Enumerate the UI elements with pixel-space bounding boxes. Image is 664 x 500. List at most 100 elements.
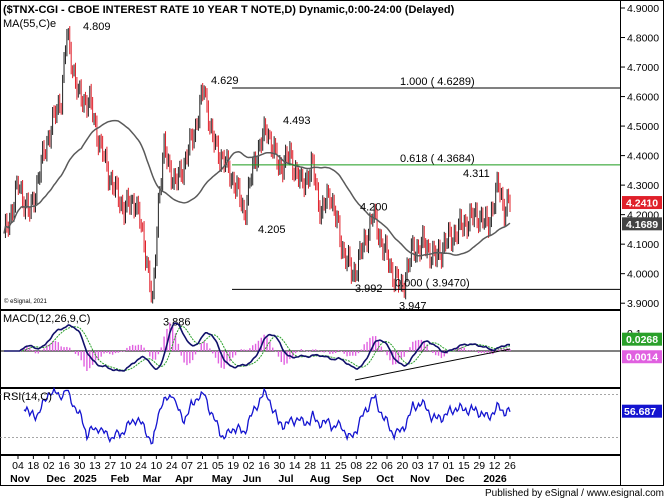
fib-000-label: 0.000 ( 3.9470): [395, 277, 470, 289]
x-axis-month-label: 2026: [483, 473, 507, 485]
axis-strip: [0, 455, 621, 486]
price-axis-label: 4.0000: [627, 269, 659, 281]
x-axis-month-label: Aug: [310, 473, 330, 485]
copyright: © eSignal, 2021: [4, 298, 47, 305]
x-axis-day-label: 29: [473, 460, 485, 472]
x-axis-day-label: 13: [89, 460, 101, 472]
pivot-label: 3.992: [355, 283, 383, 295]
x-axis-day-label: 08: [350, 460, 362, 472]
right-axis: [620, 0, 664, 486]
x-axis-day-label: 10: [120, 460, 132, 472]
pivot-label: 4.809: [83, 21, 111, 33]
chart-title: ($TNX-CGI - CBOE INTEREST RATE 10 YEAR T…: [3, 4, 455, 16]
price-axis-label: 4.8000: [627, 33, 659, 45]
price-axis-label: 4.1000: [627, 239, 659, 251]
x-axis-month-label: Jun: [243, 473, 262, 485]
price-bars: [4, 26, 511, 304]
price-axis-label: 4.4000: [627, 151, 659, 163]
x-axis-month-label: May: [212, 473, 233, 485]
last-price-badge: [622, 196, 662, 210]
x-axis-day-label: 24: [166, 460, 178, 472]
macd-hist-badge: [622, 350, 662, 364]
rsi-marks: [0, 386, 620, 445]
x-axis-day-label: 16: [258, 460, 270, 472]
rsi-title: RSI(14,C): [3, 391, 52, 403]
x-axis-day-label: 05: [212, 460, 224, 472]
ma-value-badge: [622, 217, 662, 231]
x-axis-month-label: 2025: [73, 473, 97, 485]
price-axis-label: 4.5000: [627, 121, 659, 133]
macd-hist-text: 0.0014: [626, 352, 658, 364]
x-axis-day-label: 28: [304, 460, 316, 472]
pivot-label: 4.493: [283, 115, 311, 127]
x-axis-day-label: 02: [43, 460, 55, 472]
publisher: Published by eSignal / www.esignal.com: [485, 488, 664, 499]
x-axis-day-label: 12: [489, 460, 501, 472]
x-axis-day-label: 25: [335, 460, 347, 472]
axis-marks: 4.9000 4.8000 4.7000 4.6000 4.5000 4.4000 4.30…: [10, 3, 662, 485]
price-axis-label: 4.3000: [627, 180, 659, 192]
price-axis-label: 3.9000: [627, 298, 659, 310]
ma-line: [3, 119, 511, 257]
x-axis-day-label: 26: [504, 460, 516, 472]
x-axis-month-label: Apr: [175, 473, 193, 485]
rsi-value-badge: [622, 404, 662, 418]
price-panel: [0, 0, 621, 310]
x-axis-day-label: 20: [397, 460, 409, 472]
macd-signal-line: [4, 326, 511, 371]
pivot-label: 4.200: [360, 202, 388, 214]
pivot-label: 3.947: [399, 300, 427, 312]
price-axis-label: 4.6000: [627, 92, 659, 104]
ma-label: MA(55,C)e: [3, 18, 56, 30]
x-axis-day-label: 21: [197, 460, 209, 472]
x-axis-day-label: 30: [74, 460, 86, 472]
x-axis-day-label: 24: [135, 460, 147, 472]
pivot-label: 4.311: [463, 168, 490, 180]
pivot-label: 4.629: [211, 75, 239, 87]
x-axis-day-label: 10: [151, 460, 163, 472]
macd-line: [4, 322, 511, 372]
x-axis-day-label: 30: [274, 460, 286, 472]
last-price-text: 4.2410: [626, 198, 658, 210]
x-axis-month-label: Nov: [10, 473, 30, 485]
macd-trendline: [354, 348, 511, 381]
macd-title: MACD(12,26,9,C): [3, 313, 90, 325]
x-axis-day-label: 03: [412, 460, 424, 472]
x-axis-day-label: 01: [443, 460, 455, 472]
price-axis-label: 4.9000: [627, 3, 659, 15]
x-axis-day-label: 04: [12, 460, 24, 472]
ma-value-text: 4.1689: [626, 219, 658, 231]
x-axis-month-label: Dec: [46, 473, 65, 485]
pivot-label: 3.886: [163, 316, 191, 328]
x-axis-day-label: 27: [104, 460, 116, 472]
x-axis-day-label: 19: [227, 460, 239, 472]
x-axis-day-label: 16: [58, 460, 70, 472]
x-axis-month-label: Sep: [342, 473, 361, 485]
x-axis-day-label: 15: [458, 460, 470, 472]
macd-value-text: 0.0268: [626, 334, 658, 346]
price-marks: 1.000 ( 4.6289) 0.618 ( 4.3684) 0.000 ( 3.…: [3, 21, 620, 328]
rsi-value-text: 56.687: [624, 406, 656, 418]
price-axis-label: 4.7000: [627, 62, 659, 74]
fib-1000-label: 1.000 ( 4.6289): [400, 76, 475, 88]
x-axis-month-label: Oct: [376, 473, 394, 485]
x-axis-month-label: Dec: [445, 473, 464, 485]
x-axis-day-label: 18: [28, 460, 40, 472]
x-axis-day-label: 02: [243, 460, 255, 472]
macd-panel: [0, 310, 621, 388]
pivot-label: 4.205: [258, 224, 286, 236]
macd-marks: [0, 322, 620, 381]
x-axis-month-label: Jul: [278, 473, 293, 485]
x-axis-day-label: 22: [366, 460, 378, 472]
x-axis-month-label: Mar: [143, 473, 162, 485]
x-axis-month-label: Feb: [111, 473, 130, 485]
x-axis-day-label: 14: [289, 460, 301, 472]
x-axis-day-label: 06: [381, 460, 393, 472]
x-axis-month-label: Nov: [410, 473, 430, 485]
x-axis-day-label: 07: [181, 460, 193, 472]
x-axis-day-label: 11: [320, 460, 331, 472]
x-axis-day-label: 17: [427, 460, 439, 472]
rsi-line: [23, 386, 511, 445]
fib-618-label: 0.618 ( 4.3684): [400, 153, 475, 165]
